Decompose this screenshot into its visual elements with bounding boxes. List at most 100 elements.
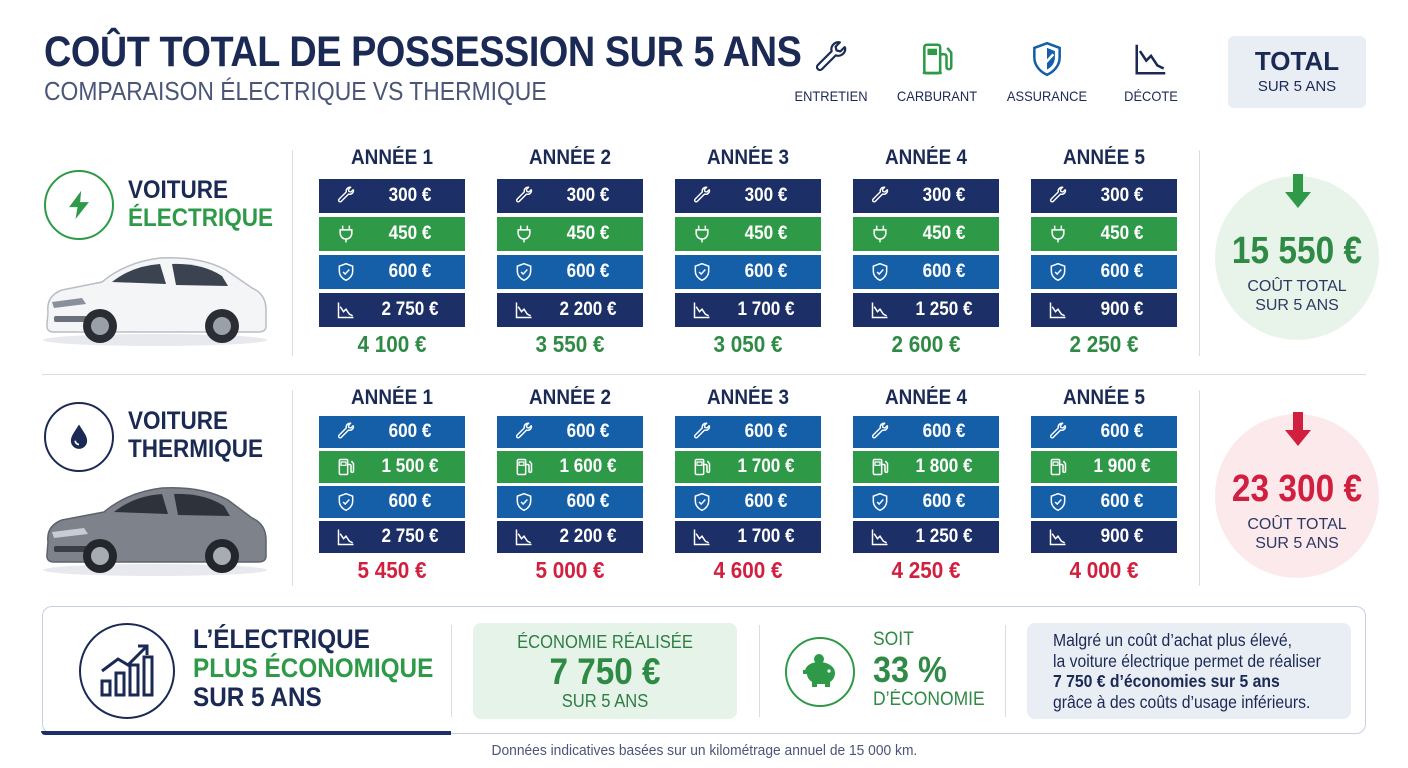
decote-value: 2 750 € xyxy=(381,299,439,320)
assurance-cell: 600 € xyxy=(853,486,999,518)
year-header: ANNÉE 4 xyxy=(885,386,967,409)
separator xyxy=(1199,390,1200,586)
legend-label: CARBURANT xyxy=(896,88,978,104)
entretien-value: 600 € xyxy=(1100,421,1144,442)
year-header: ANNÉE 2 xyxy=(529,386,611,409)
savings-box: ÉCONOMIE RÉALISÉE 7 750 € SUR 5 ANS xyxy=(473,623,737,719)
assurance-value: 600 € xyxy=(744,261,788,282)
electric-car-image xyxy=(30,240,280,350)
entretien-cell: 300 € xyxy=(1031,179,1177,213)
energie-cell: 1 600 € xyxy=(497,451,643,483)
conclusion-headline: L’ÉLECTRIQUE PLUS ÉCONOMIQUE SUR 5 ANS xyxy=(193,625,433,712)
savings-amount: 7 750 € xyxy=(549,651,661,692)
fuel-pump-icon xyxy=(692,457,712,477)
fuel-pump-icon xyxy=(870,457,890,477)
energie-value: 450 € xyxy=(566,223,610,244)
conclusion-panel: L’ÉLECTRIQUE PLUS ÉCONOMIQUE SUR 5 ANS É… xyxy=(41,606,1366,735)
assurance-value: 600 € xyxy=(566,261,610,282)
wrench-icon xyxy=(870,186,890,206)
electric-icon-circle xyxy=(44,170,114,240)
wrench-icon xyxy=(514,422,534,442)
thermal-year-5-column: ANNÉE 5 600 € 1 900 € 600 € 900 € 4 000 € xyxy=(1031,386,1177,584)
year-total: 4 100 € xyxy=(357,331,427,357)
assurance-cell: 600 € xyxy=(319,255,465,289)
depreciation-chart-icon xyxy=(336,300,356,320)
electric-total-amount: 15 550 € xyxy=(1231,230,1363,272)
depreciation-chart-icon xyxy=(514,300,534,320)
shield-icon xyxy=(1048,262,1068,282)
separator xyxy=(451,625,452,717)
plug-icon xyxy=(692,224,712,244)
assurance-cell: 600 € xyxy=(497,255,643,289)
decote-value: 2 750 € xyxy=(381,526,439,547)
separator xyxy=(292,390,293,586)
entretien-cell: 600 € xyxy=(319,416,465,448)
energie-cell: 450 € xyxy=(497,217,643,251)
year-header: ANNÉE 5 xyxy=(1063,386,1145,409)
assurance-value: 600 € xyxy=(566,491,610,512)
thermal-total-amount: 23 300 € xyxy=(1231,468,1363,510)
decote-cell: 2 750 € xyxy=(319,521,465,553)
year-header: ANNÉE 1 xyxy=(351,386,433,409)
decote-value: 1 700 € xyxy=(737,526,795,547)
year-total: 2 250 € xyxy=(1069,331,1139,357)
energie-value: 450 € xyxy=(388,223,432,244)
entretien-value: 300 € xyxy=(388,185,432,206)
energie-cell: 450 € xyxy=(675,217,821,251)
decote-value: 900 € xyxy=(1100,299,1144,320)
fuel-pump-icon xyxy=(1048,457,1068,477)
growth-chart-icon xyxy=(79,623,175,719)
year-total: 5 000 € xyxy=(535,557,605,583)
electric-year-5-column: ANNÉE 5 300 € 450 € 600 € 900 € 2 250 € xyxy=(1031,146,1177,358)
total-header-subtitle: SUR 5 ANS xyxy=(1257,78,1337,95)
assurance-cell: 600 € xyxy=(675,255,821,289)
year-total: 4 250 € xyxy=(891,557,961,583)
decote-cell: 900 € xyxy=(1031,293,1177,327)
entretien-value: 600 € xyxy=(388,421,432,442)
note-line1: Malgré un coût d’achat plus élevé, xyxy=(1053,630,1293,650)
shield-icon xyxy=(692,492,712,512)
separator xyxy=(759,625,760,717)
energie-value: 450 € xyxy=(1100,223,1144,244)
energie-cell: 1 700 € xyxy=(675,451,821,483)
energie-cell: 1 800 € xyxy=(853,451,999,483)
electric-year-3-column: ANNÉE 3 300 € 450 € 600 € 1 700 € 3 050 € xyxy=(675,146,821,358)
energie-cell: 450 € xyxy=(1031,217,1177,251)
assurance-cell: 600 € xyxy=(675,486,821,518)
electric-total-circle: 15 550 € COÛT TOTAL SUR 5 ANS xyxy=(1215,174,1379,340)
wrench-icon xyxy=(692,422,712,442)
plug-icon xyxy=(336,224,356,244)
page-title: COÛT TOTAL DE POSSESSION SUR 5 ANS xyxy=(44,28,802,76)
total-header-box: TOTAL SUR 5 ANS xyxy=(1228,36,1366,108)
decote-value: 900 € xyxy=(1100,526,1144,547)
electric-name-line2: ÉLECTRIQUE xyxy=(128,204,274,232)
year-total: 5 450 € xyxy=(357,557,427,583)
entretien-value: 300 € xyxy=(922,185,966,206)
depreciation-chart-icon xyxy=(1096,40,1206,78)
decote-cell: 1 250 € xyxy=(853,521,999,553)
legend-label: ASSURANCE xyxy=(1006,88,1088,104)
decote-value: 1 250 € xyxy=(915,526,973,547)
entretien-cell: 600 € xyxy=(497,416,643,448)
legend-item-decote: DÉCOTE xyxy=(1096,40,1206,104)
energie-value: 450 € xyxy=(744,223,788,244)
decote-cell: 2 200 € xyxy=(497,293,643,327)
year-header: ANNÉE 3 xyxy=(707,146,789,169)
conclusion-line1: L’ÉLECTRIQUE xyxy=(193,624,370,654)
thermal-total-label-1: COÛT TOTAL xyxy=(1247,516,1347,533)
energie-cell: 450 € xyxy=(853,217,999,251)
entretien-cell: 600 € xyxy=(675,416,821,448)
decote-cell: 1 250 € xyxy=(853,293,999,327)
fuel-pump-icon xyxy=(336,457,356,477)
shield-icon xyxy=(514,492,534,512)
decote-value: 2 200 € xyxy=(559,526,617,547)
depreciation-chart-icon xyxy=(336,527,356,547)
electric-year-2-column: ANNÉE 2 300 € 450 € 600 € 2 200 € 3 550 € xyxy=(497,146,643,358)
conclusion-line2: PLUS ÉCONOMIQUE xyxy=(193,653,434,683)
energie-value: 1 500 € xyxy=(381,456,439,477)
shield-icon xyxy=(870,492,890,512)
entretien-value: 300 € xyxy=(566,185,610,206)
wrench-icon xyxy=(514,186,534,206)
depreciation-chart-icon xyxy=(514,527,534,547)
energie-value: 1 700 € xyxy=(737,456,795,477)
